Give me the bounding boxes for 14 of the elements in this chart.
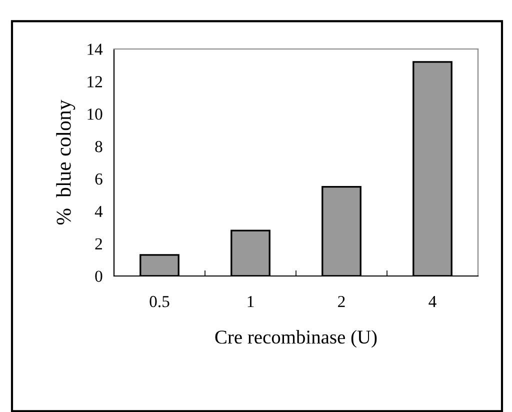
x-axis-title: Cre recombinase (U) bbox=[215, 330, 377, 348]
y-tick-label: 10 bbox=[88, 108, 102, 120]
y-tick-label: 2 bbox=[95, 238, 102, 250]
y-tick-label: 4 bbox=[94, 206, 103, 217]
y-tick-label: 8 bbox=[95, 140, 102, 152]
x-tick-label: 2 bbox=[338, 296, 345, 308]
x-tick-label: 4 bbox=[428, 296, 436, 308]
y-tick-label: 0 bbox=[95, 270, 102, 282]
x-tick-label: 1 bbox=[248, 296, 254, 308]
y-tick-label: 14 bbox=[88, 44, 103, 55]
x-tick-label: 0.5 bbox=[150, 296, 170, 308]
y-axis-title: % blue colony bbox=[56, 100, 76, 225]
y-tick-label: 12 bbox=[88, 76, 102, 88]
y-tick-label: 6 bbox=[95, 173, 102, 185]
